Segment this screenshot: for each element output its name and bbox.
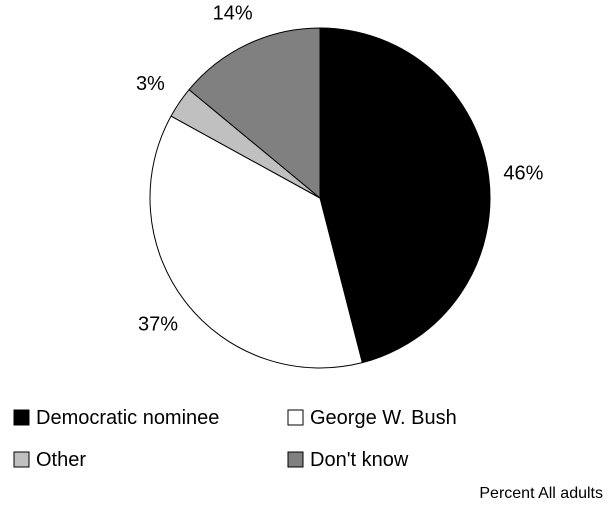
legend-label-george-w-bush: George W. Bush: [310, 407, 457, 429]
slice-label-george-w-bush: 37%: [138, 314, 178, 336]
legend-swatch-george-w-bush: [287, 409, 304, 426]
slice-label-don-t-know: 14%: [213, 3, 253, 25]
pie-slice-don-t-know: [188, 27, 321, 199]
legend-item-democratic-nominee: Democratic nominee: [13, 407, 219, 429]
slice-label-other: 3%: [136, 73, 165, 95]
legend-label-other: Other: [36, 449, 86, 471]
legend-item-george-w-bush: George W. Bush: [287, 407, 457, 429]
legend-label-democratic-nominee: Democratic nominee: [36, 407, 219, 429]
legend-swatch-democratic-nominee: [13, 409, 30, 426]
legend-label-don-t-know: Don't know: [310, 449, 409, 471]
pie-slice-democratic-nominee: [319, 27, 491, 364]
legend-swatch-don-t-know: [287, 451, 304, 468]
legend: Democratic nominee George W. Bush Other Don…: [13, 407, 457, 471]
legend-item-don-t-know: Don't know: [287, 449, 409, 471]
chart-footnote: Percent All adults: [479, 485, 603, 502]
pie-slice-george-w-bush: [149, 115, 363, 369]
legend-swatch-other: [13, 451, 30, 468]
pie-slices: [149, 27, 491, 369]
slice-label-democratic-nominee: 46%: [503, 162, 543, 184]
pie-slice-labels: 46% 37% 3% 14%: [136, 3, 544, 336]
legend-item-other: Other: [13, 449, 86, 471]
